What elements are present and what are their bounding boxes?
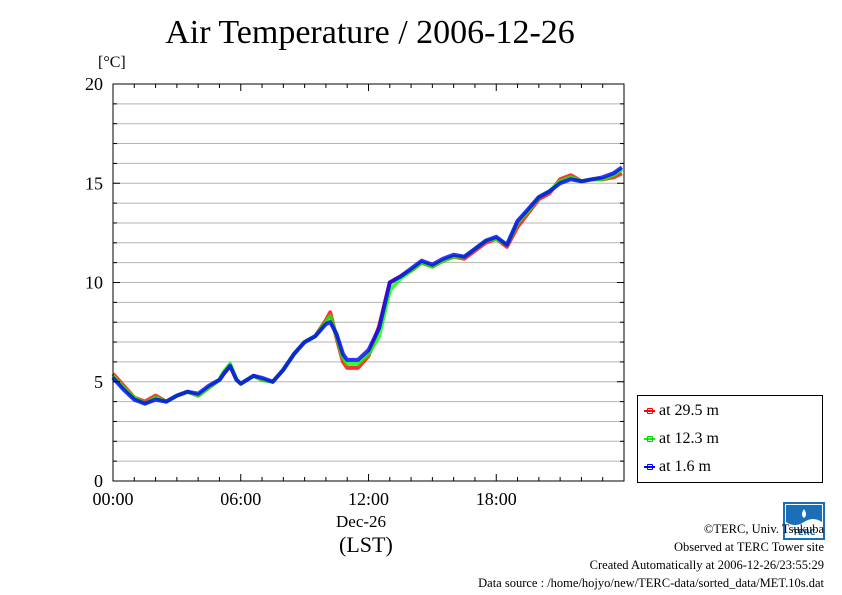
chart-title: Air Temperature / 2006-12-26 xyxy=(165,14,575,51)
y-tick-label: 15 xyxy=(85,173,103,193)
created-text: Created Automatically at 2006-12-26/23:5… xyxy=(589,558,824,572)
x-tick-label: 18:00 xyxy=(476,489,517,509)
legend-item-1-6m: at 1.6 m xyxy=(644,457,711,477)
series-lines xyxy=(111,165,624,406)
legend-swatch-red xyxy=(644,408,655,414)
axis-ticks: 0 5 10 15 20 00:00 06:00 12:00 18:00 xyxy=(85,74,625,509)
series-line-0 xyxy=(111,171,623,404)
copyright-text: ©TERC, Univ. Tsukuba xyxy=(703,522,824,536)
legend-label: at 12.3 m xyxy=(659,430,719,447)
legend-item-29-5m: at 29.5 m xyxy=(644,401,719,421)
y-axis-unit-label: [°C] xyxy=(98,54,126,71)
series-line-2 xyxy=(111,165,624,406)
legend: at 29.5 m at 12.3 m at 1.6 m xyxy=(637,395,823,483)
legend-label: at 29.5 m xyxy=(659,402,719,419)
x-tick-label: 06:00 xyxy=(220,489,261,509)
series-line-1 xyxy=(111,167,624,406)
y-tick-label: 5 xyxy=(94,372,103,392)
y-tick-label: 0 xyxy=(94,471,103,491)
x-tick-label: 00:00 xyxy=(92,489,133,509)
legend-swatch-green xyxy=(644,436,655,442)
site-text: Observed at TERC Tower site xyxy=(673,540,824,554)
grid-lines xyxy=(113,103,624,462)
legend-item-12-3m: at 12.3 m xyxy=(644,429,719,449)
source-text: Data source : /home/hojyo/new/TERC-data/… xyxy=(478,576,824,590)
x-axis-label: (LST) xyxy=(339,532,393,557)
y-tick-label: 10 xyxy=(85,273,103,293)
x-axis-date-label: Dec-26 xyxy=(336,512,387,531)
legend-swatch-blue xyxy=(644,464,655,470)
terc-logo-icon: TERC xyxy=(783,502,825,540)
logo-text: TERC xyxy=(793,528,816,537)
credits: ©TERC, Univ. Tsukuba Observed at TERC To… xyxy=(478,520,824,592)
y-tick-label: 20 xyxy=(85,74,103,94)
x-tick-label: 12:00 xyxy=(348,489,389,509)
legend-label: at 1.6 m xyxy=(659,458,711,475)
